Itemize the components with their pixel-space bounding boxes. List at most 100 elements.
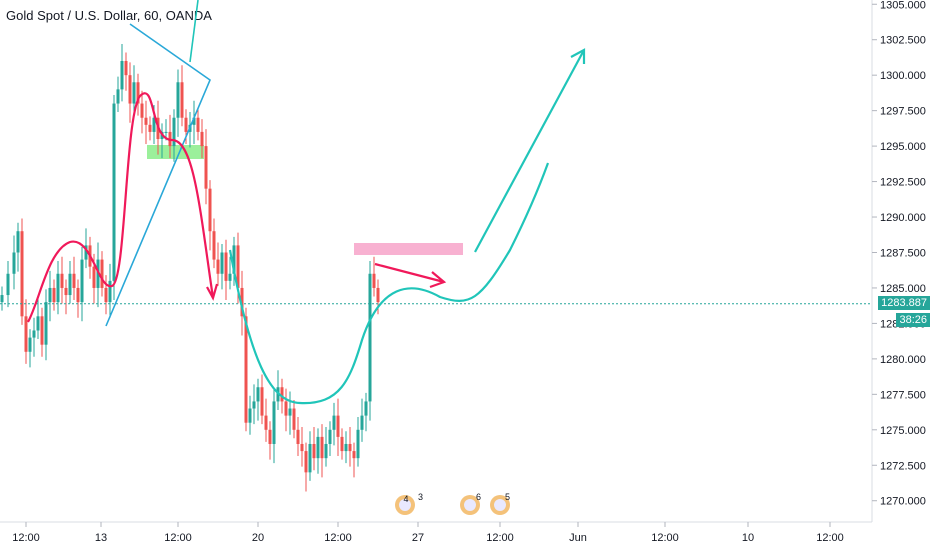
y-tick-label: 1272.500	[880, 460, 926, 472]
candle-body	[204, 146, 208, 189]
candle-body	[364, 401, 368, 416]
y-tick-label: 1292.500	[880, 177, 926, 189]
candle-body	[372, 273, 376, 288]
y-tick-label: 1290.000	[880, 212, 926, 224]
candle-body	[352, 451, 356, 459]
candle-body	[320, 436, 324, 459]
candle-body	[144, 117, 148, 125]
y-tick-label: 1287.500	[880, 247, 926, 259]
candle-body	[376, 287, 380, 303]
red-projection-curve[interactable]	[27, 92, 215, 323]
candle-body	[216, 259, 220, 274]
candle-body	[64, 287, 68, 296]
resistance-zone-pink	[354, 243, 463, 255]
candle-body	[312, 443, 316, 459]
triangle-drawing[interactable]	[105, 23, 211, 327]
x-tick-label: 12:00	[651, 532, 679, 544]
candle-body	[292, 408, 296, 430]
candle-body	[68, 273, 72, 296]
candle-body	[176, 82, 180, 118]
candle-body	[356, 429, 360, 459]
badge-count: 5	[505, 492, 510, 502]
current-price-label: 1283.887	[878, 295, 930, 310]
chart-title: Gold Spot / U.S. Dollar, 60, OANDA	[6, 8, 212, 23]
y-tick-label: 1297.500	[880, 106, 926, 118]
x-tick-label: 20	[252, 532, 264, 544]
candle-body	[336, 415, 340, 437]
candle-body	[264, 415, 268, 430]
x-tick-label: 12:00	[164, 532, 192, 544]
candle-body	[316, 436, 320, 459]
x-tick-label: Jun	[569, 532, 587, 544]
badge-count: 3	[418, 492, 423, 502]
teal-target-arrow[interactable]	[474, 49, 585, 253]
candle-body	[72, 273, 76, 288]
candle-body	[228, 273, 232, 281]
support-zone-green	[147, 145, 204, 159]
y-tick-label: 1280.000	[880, 354, 926, 366]
y-tick-label: 1277.500	[880, 389, 926, 401]
candle-body	[32, 330, 36, 338]
badge-count: 4	[403, 494, 408, 504]
teal-projection-curve[interactable]	[228, 162, 550, 405]
candle-body	[340, 436, 344, 452]
red-arrow-head-down	[206, 283, 219, 301]
candle-body	[152, 117, 156, 132]
candle-body	[304, 451, 308, 473]
candle-body	[200, 131, 204, 147]
x-tick-label: 13	[95, 532, 107, 544]
countdown-label: 38:26	[896, 312, 930, 327]
candle-body	[20, 231, 24, 317]
candle-body	[40, 316, 44, 345]
candle-body	[288, 408, 292, 416]
candle-body	[240, 287, 244, 317]
candle-body	[348, 443, 352, 452]
candle-body	[272, 401, 276, 444]
candle-body	[224, 252, 228, 281]
candle-body	[172, 117, 176, 147]
candle-body	[104, 287, 108, 303]
candle-body	[28, 337, 32, 352]
candle-body	[116, 89, 120, 104]
candle-body	[196, 117, 200, 132]
candles-group	[0, 43, 380, 492]
candle-body	[124, 60, 128, 76]
candle-body	[252, 401, 256, 409]
candle-body	[220, 252, 224, 274]
red-short-arrow[interactable]	[374, 262, 445, 284]
candle-body	[324, 443, 328, 459]
y-tick-label: 1285.000	[880, 283, 926, 295]
x-tick-label: 10	[742, 532, 754, 544]
y-tick-label: 1302.500	[880, 35, 926, 47]
breakout-line-up[interactable]	[189, 0, 199, 63]
red-arrow-head-right	[429, 271, 447, 289]
candle-body	[360, 415, 364, 430]
x-tick-label: 12:00	[816, 532, 844, 544]
badge-count: 6	[476, 492, 481, 502]
candle-body	[328, 429, 332, 444]
candle-body	[132, 82, 136, 104]
x-tick-label: 27	[412, 532, 424, 544]
x-axis-ticks: 12:00 13 12:00 20 12:00 27 12:00 Jun 12:00 10 12:0…	[12, 522, 844, 544]
candle-body	[148, 124, 152, 132]
candle-body	[208, 188, 212, 232]
candle-body	[24, 316, 28, 352]
x-tick-label: 12:00	[324, 532, 352, 544]
candle-body	[48, 287, 52, 303]
candle-body	[308, 443, 312, 473]
y-tick-label: 1270.000	[880, 496, 926, 508]
event-badges[interactable]: 4 3 6 5	[395, 492, 510, 515]
y-tick-label: 1300.000	[880, 70, 926, 82]
candle-body	[36, 316, 40, 331]
candle-body	[268, 429, 272, 444]
candle-body	[164, 131, 168, 133]
candle-body	[192, 117, 196, 125]
candle-body	[12, 252, 16, 274]
candle-body	[92, 266, 96, 288]
candle-body	[56, 273, 60, 303]
candle-body	[6, 273, 10, 296]
candle-body	[280, 387, 284, 402]
candle-body	[180, 82, 184, 118]
candle-body	[120, 60, 124, 90]
